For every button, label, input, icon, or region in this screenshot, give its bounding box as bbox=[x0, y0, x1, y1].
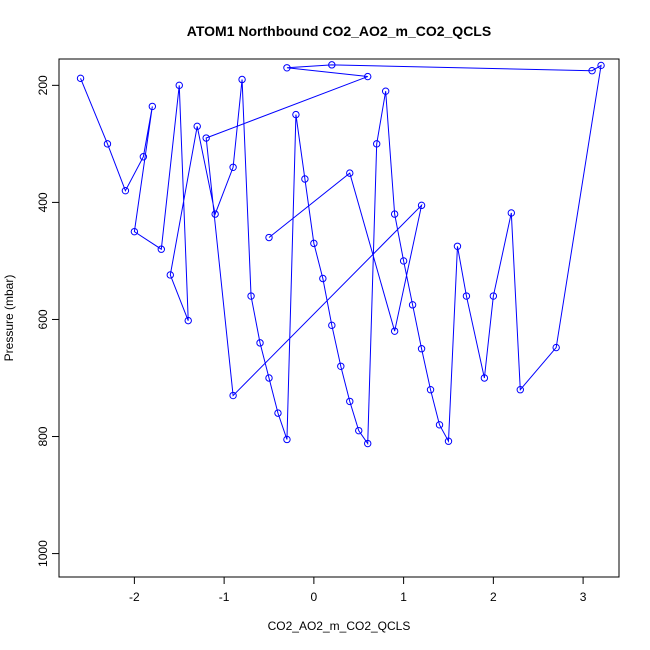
data-point bbox=[238, 75, 246, 84]
data-point bbox=[103, 140, 112, 148]
x-tick-label: 2 bbox=[490, 590, 497, 604]
data-point bbox=[328, 321, 336, 330]
data-point bbox=[256, 339, 264, 347]
data-point bbox=[310, 239, 318, 248]
data-point bbox=[355, 426, 363, 435]
data-point bbox=[417, 201, 426, 210]
series-line bbox=[80, 64, 602, 446]
data-point bbox=[435, 421, 444, 429]
data-point bbox=[444, 437, 453, 445]
y-tick-label: 800 bbox=[36, 426, 50, 446]
data-point bbox=[193, 122, 201, 131]
data-point bbox=[211, 210, 219, 218]
data-point bbox=[283, 435, 291, 444]
data-point bbox=[516, 386, 524, 394]
data-point bbox=[552, 343, 560, 352]
data-point bbox=[346, 397, 354, 406]
data-point bbox=[265, 374, 273, 382]
data-point bbox=[202, 134, 210, 142]
x-tick-label: 0 bbox=[311, 590, 318, 604]
x-tick-label: 3 bbox=[580, 590, 587, 604]
data-point bbox=[247, 292, 255, 300]
data-point bbox=[346, 169, 354, 177]
y-axis-label: Pressure (mbar) bbox=[2, 275, 16, 362]
data-point bbox=[381, 87, 390, 95]
data-point bbox=[139, 153, 148, 161]
data-point bbox=[184, 316, 192, 325]
data-point bbox=[489, 292, 498, 300]
y-tick-label: 600 bbox=[36, 309, 50, 329]
data-point bbox=[328, 61, 336, 69]
data-point bbox=[408, 301, 417, 309]
data-point bbox=[364, 439, 372, 448]
x-tick-label: 1 bbox=[400, 590, 407, 604]
data-point bbox=[453, 242, 462, 250]
data-point bbox=[399, 257, 408, 265]
chart-title: ATOM1 Northbound CO2_AO2_m_CO2_QCLS bbox=[187, 23, 491, 39]
data-point bbox=[597, 61, 605, 70]
data-point bbox=[588, 67, 596, 75]
x-axis-label: CO2_AO2_m_CO2_QCLS bbox=[268, 619, 411, 633]
x-axis-ticks: -2 -1 0 1 2 3 bbox=[129, 577, 587, 604]
data-point bbox=[130, 227, 139, 236]
data-point bbox=[319, 274, 327, 283]
data-point bbox=[426, 386, 435, 394]
data-point bbox=[337, 362, 345, 370]
y-axis-ticks: 200 400 600 800 1000 bbox=[36, 75, 59, 567]
data-point bbox=[229, 391, 237, 400]
data-point bbox=[265, 233, 273, 242]
y-tick-label: 1000 bbox=[36, 540, 50, 567]
data-point bbox=[283, 64, 291, 72]
data-point bbox=[390, 210, 399, 218]
y-tick-label: 200 bbox=[36, 75, 50, 95]
data-point bbox=[175, 81, 183, 90]
data-point bbox=[166, 271, 174, 279]
data-point bbox=[301, 175, 309, 183]
data-layer bbox=[76, 61, 605, 448]
data-point bbox=[274, 409, 282, 417]
plot-frame bbox=[58, 58, 620, 578]
x-tick-label: -1 bbox=[219, 590, 230, 604]
x-tick-label: -2 bbox=[129, 590, 140, 604]
data-point bbox=[417, 345, 426, 353]
data-point bbox=[372, 140, 381, 148]
data-point bbox=[292, 110, 300, 119]
y-tick-label: 400 bbox=[36, 192, 50, 212]
data-point bbox=[76, 74, 85, 83]
data-point bbox=[121, 186, 130, 195]
data-point bbox=[229, 163, 237, 171]
data-point bbox=[364, 72, 372, 81]
data-point bbox=[462, 292, 471, 300]
data-point bbox=[507, 209, 516, 217]
data-point bbox=[480, 374, 489, 382]
data-point bbox=[148, 102, 157, 111]
data-point bbox=[157, 245, 166, 253]
data-point bbox=[390, 327, 399, 335]
